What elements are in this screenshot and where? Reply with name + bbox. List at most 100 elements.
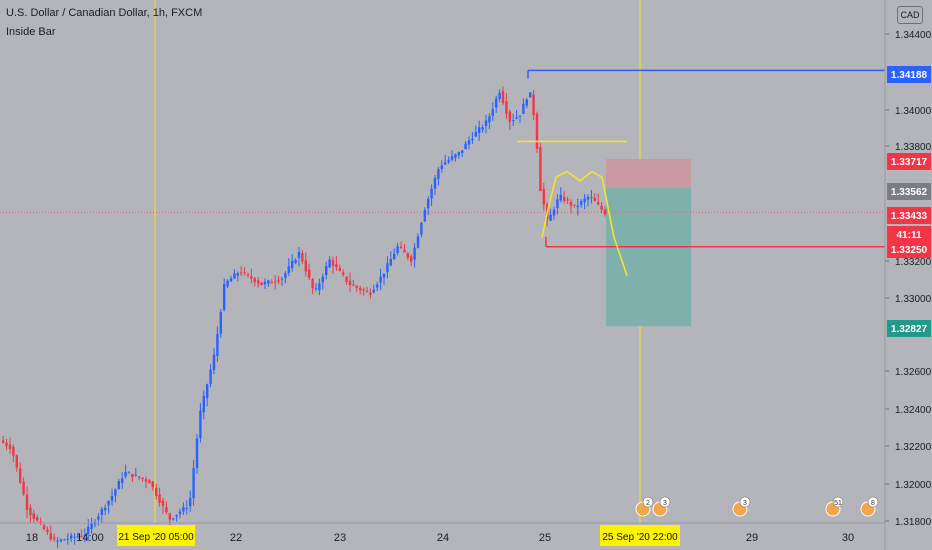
x-tick-label: 30	[842, 532, 854, 544]
candle-body	[223, 284, 226, 311]
candle-48	[165, 501, 168, 515]
candle-body	[444, 162, 447, 165]
candle-body	[447, 159, 450, 163]
candle-body	[53, 537, 56, 540]
candle-39	[134, 467, 137, 477]
candle-151	[515, 110, 518, 120]
candle-137	[467, 136, 471, 150]
candle-body	[15, 455, 18, 468]
candle-body	[308, 269, 311, 278]
candle-body	[76, 536, 80, 538]
candle-5	[19, 462, 22, 485]
candle-body	[474, 132, 477, 137]
candle-31	[107, 500, 110, 514]
candle-49	[168, 512, 171, 528]
candle-body	[148, 480, 151, 484]
currency-badge[interactable]: CAD	[897, 6, 923, 24]
candle-body	[301, 253, 304, 262]
candle-114	[389, 251, 392, 266]
candle-116	[396, 243, 399, 256]
candle-62	[212, 348, 216, 375]
candle-body	[522, 103, 525, 114]
candle-body	[501, 91, 505, 104]
y-tick-label: 1.33200	[895, 257, 932, 268]
candle-body	[46, 529, 49, 533]
candle-body	[495, 98, 498, 108]
candle-171	[583, 193, 586, 210]
candle-body	[270, 282, 273, 284]
candle-body	[325, 266, 328, 275]
candle-body	[559, 194, 562, 201]
candle-35	[121, 472, 124, 489]
candle-body	[117, 481, 120, 490]
candle-body	[178, 511, 182, 514]
candle-body	[437, 169, 440, 179]
candle-body	[39, 521, 42, 524]
candle-body	[304, 260, 307, 272]
y-tick-label: 1.32000	[895, 480, 932, 491]
candle-55	[189, 490, 192, 512]
candle-body	[433, 178, 437, 189]
candle-body	[464, 143, 467, 150]
price-tag-box	[887, 226, 931, 243]
candle-body	[552, 209, 556, 216]
price-tag-entry: 1.33562	[887, 183, 931, 200]
candle-52	[178, 508, 182, 519]
candle-body	[182, 506, 185, 512]
candle-body	[260, 282, 263, 286]
candle-body	[440, 165, 443, 170]
candle-50	[172, 517, 175, 521]
candle-153	[522, 98, 525, 114]
candle-body	[243, 272, 246, 274]
candle-118	[403, 244, 406, 253]
x-highlight-label: 21 Sep '20 05:00	[118, 532, 194, 543]
candle-body	[104, 507, 107, 511]
candle-body	[165, 507, 168, 513]
candle-body	[416, 236, 420, 248]
candle-132	[450, 150, 454, 162]
candle-99	[338, 264, 341, 272]
candle-body	[287, 266, 290, 273]
indicator-label[interactable]: Inside Bar	[6, 26, 56, 38]
candle-145	[495, 95, 498, 113]
candle-body	[342, 272, 345, 275]
candle-173	[590, 189, 593, 204]
candle-107	[365, 286, 369, 293]
candle-body	[406, 253, 409, 258]
candle-body	[423, 210, 426, 222]
candle-123	[420, 221, 423, 238]
candle-body	[508, 111, 511, 122]
candle-body	[359, 287, 362, 291]
candle-101	[345, 276, 348, 285]
candle-58	[199, 403, 202, 443]
candle-124	[423, 207, 426, 223]
candle-body	[19, 468, 22, 483]
candle-body	[216, 333, 219, 356]
candle-67	[229, 275, 233, 282]
candle-body	[556, 199, 559, 209]
x-highlight-1: 25 Sep '20 22:00	[600, 525, 680, 546]
candle-body	[267, 280, 270, 284]
candle-body	[566, 199, 569, 201]
candle-body	[583, 198, 586, 203]
y-tick-label: 1.33800	[895, 142, 932, 153]
pattern-curve	[541, 170, 628, 277]
candle-body	[229, 278, 233, 282]
price-tag-box	[887, 207, 931, 224]
price-tag-box	[887, 183, 931, 200]
candle-body	[158, 494, 161, 503]
candle-24	[83, 528, 86, 543]
plot-background	[0, 0, 885, 523]
candle-122	[416, 233, 420, 249]
candle-body	[246, 274, 250, 276]
candle-121	[413, 243, 416, 268]
candle-body	[131, 473, 134, 478]
price-tag-last: 1.33433	[887, 207, 931, 224]
candle-88	[301, 250, 304, 265]
candle-body	[389, 258, 392, 266]
candle-149	[508, 109, 511, 130]
candle-body	[365, 290, 369, 292]
candle-body	[512, 119, 515, 121]
candle-87	[297, 247, 301, 267]
